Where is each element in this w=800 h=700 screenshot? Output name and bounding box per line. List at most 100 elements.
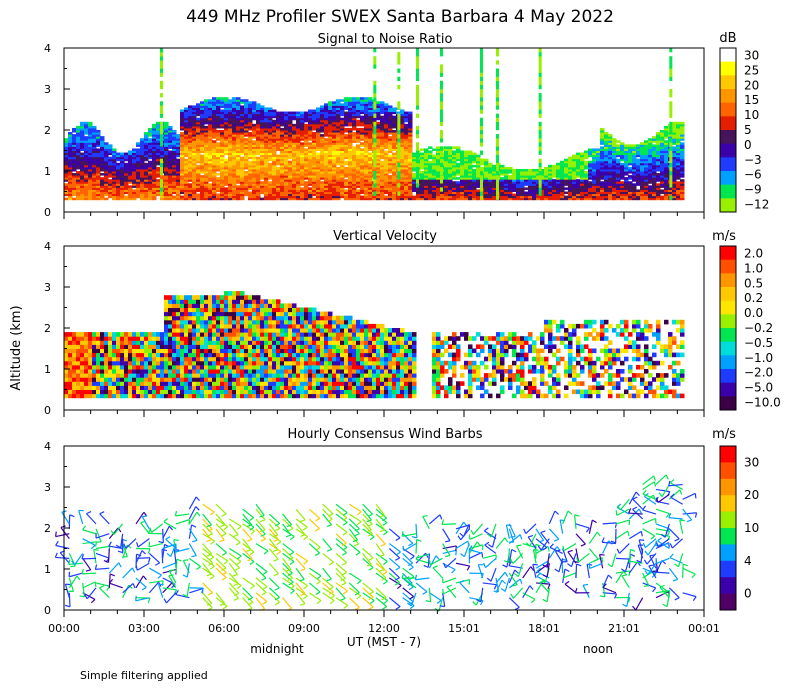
snr-cell	[324, 171, 329, 174]
snr-cell	[256, 175, 261, 178]
snr-cell	[524, 187, 529, 190]
snr-cell	[352, 101, 357, 104]
snr-cell	[392, 144, 397, 147]
snr-cell	[576, 179, 581, 182]
snr-cell	[92, 156, 97, 160]
snr-cell	[252, 193, 257, 197]
snr-cell	[596, 154, 601, 158]
snr-cell	[332, 123, 337, 127]
snr-cell	[392, 123, 397, 127]
snr-cell	[624, 166, 629, 170]
snr-cell	[356, 183, 361, 186]
snr-cell	[632, 168, 637, 172]
snr-cell	[312, 140, 317, 143]
snr-cell	[436, 152, 441, 156]
snr-cell	[108, 193, 113, 197]
snr-cell	[184, 197, 189, 201]
snr-cell	[240, 164, 245, 168]
snr-cell	[128, 187, 133, 190]
snr-cell	[432, 185, 437, 188]
snr-cell	[384, 181, 389, 184]
snr-cell	[428, 187, 433, 190]
snr-cell	[196, 109, 201, 113]
snr-cell	[320, 136, 325, 139]
snr-cell	[460, 173, 465, 176]
snr-cell	[376, 156, 381, 160]
snr-cell	[488, 164, 493, 168]
snr-cell	[228, 177, 233, 180]
snr-cell	[148, 148, 153, 151]
snr-cell	[400, 134, 405, 137]
snr-cell	[252, 187, 257, 190]
snr-cell	[356, 121, 361, 125]
snr-cell	[148, 144, 153, 147]
snr-cell	[308, 183, 313, 186]
snr-cell	[372, 109, 377, 113]
snr-cell	[172, 132, 177, 135]
snr-cell	[576, 175, 581, 178]
snr-cell	[136, 166, 141, 170]
snr-cell	[668, 191, 673, 195]
snr-cell	[376, 187, 381, 190]
snr-cell	[296, 183, 301, 186]
snr-cell	[460, 164, 465, 168]
snr-cell	[652, 173, 657, 176]
snr-cell	[212, 132, 217, 135]
snr-cell	[220, 166, 225, 170]
snr-cell	[100, 197, 105, 201]
snr-cell	[396, 195, 401, 199]
snr-cell	[596, 150, 601, 154]
snr-cell	[404, 111, 409, 115]
snr-cell	[584, 156, 589, 160]
snr-cell	[128, 162, 133, 166]
snr-cell	[188, 156, 193, 160]
snr-cell	[656, 168, 661, 172]
snr-cell	[268, 187, 273, 190]
snr-cell	[600, 181, 605, 184]
snr-cell	[376, 121, 381, 125]
snr-cell	[232, 103, 237, 106]
snr-cell	[568, 187, 573, 190]
snr-cell	[324, 181, 329, 184]
snr-cell	[284, 142, 289, 145]
snr-cell	[556, 179, 561, 182]
snr-cell	[300, 160, 305, 164]
snr-cell	[304, 111, 309, 115]
snr-cell	[392, 179, 397, 182]
snr-cell	[72, 150, 77, 154]
snr-cell	[380, 148, 385, 151]
snr-cell	[572, 166, 577, 170]
snr-cell	[280, 181, 285, 184]
snr-cell	[184, 146, 189, 149]
snr-cell	[316, 156, 321, 160]
snr-cell	[572, 168, 577, 172]
snr-cell	[184, 148, 189, 151]
snr-cell	[260, 181, 265, 184]
snr-cell	[256, 177, 261, 180]
snr-cell	[624, 181, 629, 184]
snr-cell	[156, 158, 161, 162]
snr-cell	[664, 156, 669, 160]
snr-cell	[248, 181, 253, 184]
snr-cell	[420, 171, 425, 174]
snr-cell	[484, 187, 489, 190]
snr-cell	[232, 101, 237, 104]
snr-cell	[384, 171, 389, 174]
snr-cell	[128, 152, 133, 156]
snr-cell	[80, 154, 85, 158]
snr-cell	[596, 160, 601, 164]
snr-cell	[192, 152, 197, 156]
snr-cell	[424, 175, 429, 178]
snr-cell	[400, 154, 405, 158]
snr-cell	[436, 197, 441, 201]
snr-cell	[152, 187, 157, 190]
snr-cell	[368, 134, 373, 137]
snr-cell	[324, 115, 329, 119]
snr-cell	[204, 101, 209, 104]
snr-cell	[360, 105, 365, 108]
snr-cell	[360, 197, 365, 201]
snr-cell	[588, 191, 593, 195]
snr-cell	[120, 195, 125, 199]
snr-cell	[656, 134, 661, 137]
snr-cell	[232, 175, 237, 178]
